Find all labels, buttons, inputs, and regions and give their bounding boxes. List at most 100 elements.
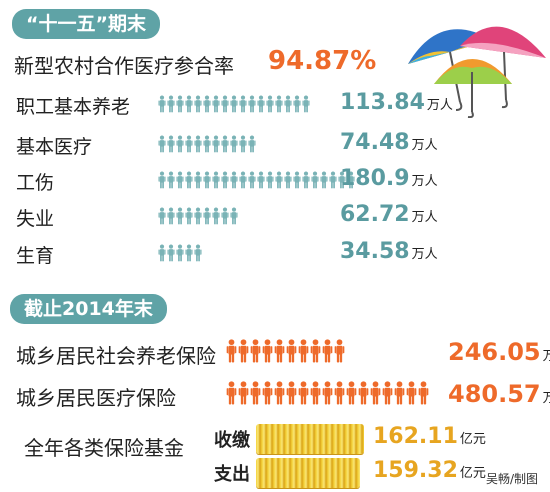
row-value: 480.57万人 [448,380,550,408]
fund-label: 全年各类保险基金 [24,436,184,460]
value-unit: 万人 [411,247,438,262]
person-icon [167,135,175,153]
value-number: 246.05 [448,338,541,366]
person-icon [358,381,369,405]
person-icon [158,244,166,262]
person-icon-row [226,336,345,366]
fund-income-value: 162.11 亿元 [373,424,486,449]
person-icon [322,381,333,405]
section1-title: “十一五”期末 [12,9,160,39]
person-icon [221,171,229,189]
person-icon [322,339,333,363]
person-icon [346,381,357,405]
person-icon [394,381,405,405]
row-label: 城乡居民医疗保险 [16,386,176,410]
row-label: 职工基本养老 [16,96,131,118]
row-value: 180.9 万人 [340,166,438,191]
person-icon [194,207,202,225]
person-icon [248,135,256,153]
person-icon [284,171,292,189]
person-icon [167,207,175,225]
person-icon-row [158,92,310,116]
person-icon [212,171,220,189]
value-unit: 万人 [411,138,438,153]
income-unit: 亿元 [459,432,486,447]
person-icon [226,339,237,363]
fund-income-label: 收缴 [214,430,250,451]
person-icon [176,95,184,113]
value-number: 62.72 [340,202,410,227]
person-icon [311,171,319,189]
row-label: 基本医疗 [16,136,93,158]
person-icon [230,171,238,189]
person-icon [248,95,256,113]
person-icon [302,171,310,189]
umbrella-icon [460,26,546,109]
expense-coin-bar [256,458,360,488]
person-icon [203,207,211,225]
value-unit: 万人 [542,391,550,406]
person-icon [286,339,297,363]
row-label: 生育 [16,245,55,267]
person-icon [194,171,202,189]
person-icon [338,171,346,189]
person-icon [167,171,175,189]
person-icon [406,381,417,405]
row-value: 246.05万人 [448,338,550,366]
value-number: 34.58 [340,239,410,264]
row-label: 失业 [16,208,55,230]
person-icon [158,207,166,225]
person-icon [230,95,238,113]
umbrellas-illustration [408,26,546,118]
person-icon [250,381,261,405]
fund-expense-value: 159.32 亿元 [373,458,486,483]
person-icon [329,171,337,189]
row-value: 62.72 万人 [340,202,438,227]
person-icon-row [158,204,238,228]
person-icon [286,381,297,405]
person-icon [185,95,193,113]
value-number: 480.57 [448,380,541,408]
person-icon [212,95,220,113]
person-icon [212,135,220,153]
person-icon [310,339,321,363]
person-icon [176,244,184,262]
income-coin-bar [256,424,364,454]
person-icon [203,171,211,189]
person-icon [221,207,229,225]
expense-unit: 亿元 [459,466,486,481]
expense-number: 159.32 [373,458,458,483]
value-unit: 万人 [411,210,438,225]
fund-expense-label: 支出 [214,464,250,485]
person-icon [185,207,193,225]
person-icon [382,381,393,405]
person-icon [194,95,202,113]
person-icon [275,171,283,189]
person-icon [370,381,381,405]
person-icon [334,339,345,363]
person-icon [310,381,321,405]
person-icon [257,95,265,113]
person-icon [158,171,166,189]
value-unit: 万人 [411,174,438,189]
person-icon [194,244,202,262]
row-value: 74.48 万人 [340,130,438,155]
person-icon-row [226,378,429,408]
person-icon [266,95,274,113]
person-icon-row [158,241,202,265]
person-icon [167,244,175,262]
person-icon [176,207,184,225]
person-icon [239,135,247,153]
row-label: 城乡居民社会养老保险 [16,344,216,368]
person-icon [334,381,345,405]
person-icon [238,381,249,405]
person-icon [176,171,184,189]
person-icon-row [158,132,256,156]
value-number: 180.9 [340,166,410,191]
ncms-label: 新型农村合作医疗参合率 [14,54,234,78]
person-icon [203,95,211,113]
person-icon [167,95,175,113]
value-unit: 万人 [426,98,453,113]
person-icon [274,381,285,405]
person-icon [194,135,202,153]
